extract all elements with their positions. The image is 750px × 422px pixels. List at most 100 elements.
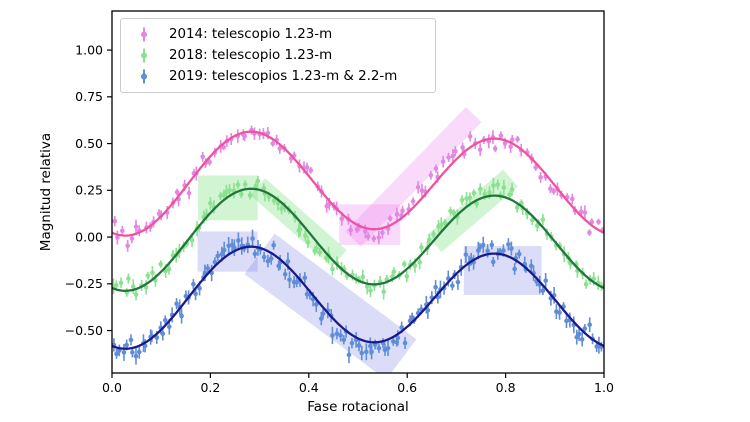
data-point <box>387 216 393 221</box>
data-point <box>579 337 585 342</box>
data-point <box>338 333 343 338</box>
data-point <box>557 310 562 315</box>
data-point <box>438 222 444 228</box>
data-point <box>451 210 457 216</box>
data-point <box>239 191 244 197</box>
data-point <box>265 130 271 136</box>
x-tick-label: 0.0 <box>102 380 122 395</box>
data-point <box>313 302 319 307</box>
data-point <box>419 245 424 250</box>
data-point <box>417 260 423 265</box>
data-point <box>450 283 455 289</box>
data-point <box>440 159 446 164</box>
data-point <box>200 154 205 160</box>
data-point <box>282 271 288 277</box>
data-point <box>207 159 212 165</box>
data-point <box>348 227 353 233</box>
data-point <box>346 352 352 358</box>
data-point <box>341 337 347 343</box>
data-point <box>356 343 362 348</box>
data-point <box>285 259 291 264</box>
data-point <box>404 274 410 279</box>
data-point <box>265 258 271 264</box>
data-point <box>415 185 421 190</box>
data-point <box>391 269 397 274</box>
data-point <box>364 349 369 355</box>
data-point <box>512 266 517 272</box>
data-point <box>193 291 198 297</box>
data-point <box>261 254 267 260</box>
fit-curves <box>112 130 604 350</box>
data-point <box>304 165 310 170</box>
data-point <box>125 243 130 249</box>
data-point <box>294 280 299 285</box>
data-point <box>471 190 477 196</box>
data-point <box>399 325 404 330</box>
data-point <box>112 218 118 224</box>
data-point <box>118 280 124 285</box>
data-point <box>362 229 368 234</box>
data-point <box>179 313 184 319</box>
data-point <box>330 266 335 272</box>
data-point <box>529 217 535 223</box>
data-point <box>371 236 377 241</box>
data-point <box>587 322 592 328</box>
x-tick-label: 0.8 <box>496 380 516 395</box>
data-point <box>205 265 210 271</box>
data-point <box>365 234 371 239</box>
data-point <box>498 133 504 139</box>
x-tick-label: 0.6 <box>397 380 417 395</box>
data-point <box>385 345 391 351</box>
data-point <box>428 172 434 178</box>
data-point <box>582 326 588 331</box>
data-point <box>297 227 303 232</box>
data-point <box>482 191 488 197</box>
errorbar-marker-icon <box>129 68 159 85</box>
data-point <box>583 281 589 287</box>
data-point <box>433 166 439 171</box>
data-point <box>591 276 596 281</box>
data-point <box>548 186 553 191</box>
data-point <box>507 192 512 198</box>
errorbar-marker-icon <box>129 47 159 64</box>
data-point <box>412 263 418 268</box>
data-point <box>489 242 495 248</box>
data-point <box>145 273 151 278</box>
data-point <box>492 146 498 151</box>
y-tick-label: 0.00 <box>75 229 103 244</box>
data-point <box>242 182 248 187</box>
x-tick-label: 0.2 <box>200 380 220 395</box>
data-point <box>516 251 522 257</box>
data-point <box>317 249 323 255</box>
data-point <box>485 248 490 254</box>
x-tick-label: 1.0 <box>594 380 614 395</box>
data-point <box>253 183 259 189</box>
data-point <box>334 331 340 337</box>
data-point <box>221 144 226 150</box>
data-point <box>247 193 253 198</box>
data-point <box>543 278 548 283</box>
data-point <box>115 235 120 240</box>
y-tick-label: −0.50 <box>65 323 103 338</box>
x-axis-label: Fase rotacional <box>307 399 409 415</box>
data-point <box>433 284 438 290</box>
data-point <box>508 144 513 150</box>
data-point <box>174 301 179 306</box>
fit-curve <box>112 245 604 350</box>
data-point <box>126 276 131 281</box>
data-point <box>314 245 319 251</box>
data-point <box>143 285 149 290</box>
data-point <box>402 340 408 346</box>
data-point <box>400 208 405 214</box>
data-point <box>402 261 407 267</box>
data-point <box>453 148 458 154</box>
data-point <box>271 242 276 248</box>
data-point <box>578 209 584 215</box>
data-point <box>540 217 546 222</box>
data-point <box>360 274 366 280</box>
data-point <box>394 211 400 217</box>
axes-frame <box>111 10 605 374</box>
data-point <box>368 288 373 293</box>
